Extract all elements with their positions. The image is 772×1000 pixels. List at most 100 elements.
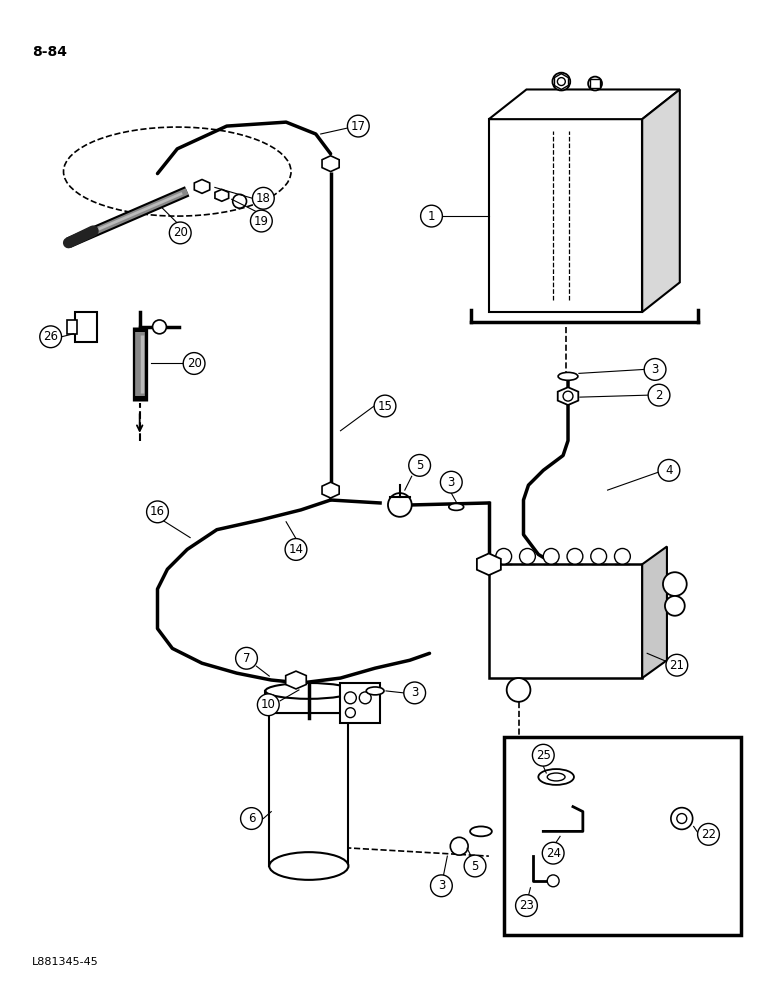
Circle shape [440,471,462,493]
Ellipse shape [547,773,565,781]
Text: 25: 25 [536,749,550,762]
Circle shape [615,548,630,564]
Circle shape [235,647,257,669]
Text: 3: 3 [411,686,418,699]
Ellipse shape [538,769,574,785]
Polygon shape [477,553,501,575]
Text: 5: 5 [472,860,479,873]
Circle shape [698,823,720,845]
Circle shape [567,548,583,564]
Circle shape [520,548,535,564]
Polygon shape [322,156,339,172]
Circle shape [648,384,670,406]
Text: 6: 6 [248,812,256,825]
Circle shape [183,353,205,374]
Text: 20: 20 [187,357,201,370]
Circle shape [553,73,571,90]
Circle shape [496,548,512,564]
Circle shape [666,654,688,676]
Text: 5: 5 [416,459,423,472]
Polygon shape [215,189,229,201]
Circle shape [464,855,486,877]
Text: 17: 17 [350,120,366,133]
Circle shape [450,837,468,855]
Ellipse shape [470,826,492,836]
Text: 3: 3 [652,363,659,376]
Bar [269,713,348,866]
Text: 3: 3 [448,476,455,489]
Text: 1: 1 [428,210,435,223]
Polygon shape [642,89,680,312]
Circle shape [542,842,564,864]
Circle shape [169,222,191,244]
Circle shape [516,895,537,916]
Text: 18: 18 [256,192,271,205]
Ellipse shape [449,503,464,510]
Text: 4: 4 [665,464,672,477]
Polygon shape [489,119,642,312]
Circle shape [677,814,687,823]
Circle shape [547,875,559,887]
Circle shape [359,692,371,704]
Circle shape [506,678,530,702]
Text: 10: 10 [261,698,276,711]
Text: 22: 22 [701,828,716,841]
Ellipse shape [366,687,384,695]
Text: 24: 24 [546,847,560,860]
Circle shape [671,808,692,829]
Circle shape [663,572,687,596]
Circle shape [285,539,306,560]
Circle shape [40,326,62,348]
Ellipse shape [266,683,352,699]
Circle shape [533,744,554,766]
Circle shape [250,210,273,232]
Bar [489,564,642,678]
Text: 19: 19 [254,215,269,228]
Circle shape [232,194,246,208]
Bar [340,683,380,723]
Text: 3: 3 [438,879,445,892]
Polygon shape [195,179,210,193]
Text: 15: 15 [378,400,392,413]
Polygon shape [286,671,306,689]
Ellipse shape [269,852,348,880]
Polygon shape [642,546,667,678]
Circle shape [408,454,431,476]
Text: L881345-45: L881345-45 [32,957,99,967]
Circle shape [591,548,607,564]
Circle shape [252,187,274,209]
Circle shape [153,320,167,334]
Text: 20: 20 [173,226,188,239]
Bar [266,691,352,713]
Circle shape [241,808,262,829]
Text: 21: 21 [669,659,684,672]
Circle shape [431,875,452,897]
Circle shape [388,493,411,517]
Circle shape [421,205,442,227]
Text: 14: 14 [289,543,303,556]
Text: 7: 7 [242,652,250,665]
Bar [503,737,741,935]
Circle shape [588,77,602,90]
Circle shape [147,501,168,523]
Circle shape [347,115,369,137]
Circle shape [345,708,355,718]
Text: 23: 23 [519,899,534,912]
Bar [67,320,77,334]
Circle shape [344,692,357,704]
Text: 2: 2 [655,389,663,402]
Ellipse shape [558,372,578,380]
Circle shape [658,459,680,481]
Polygon shape [322,482,339,498]
Circle shape [563,391,573,401]
Bar [76,312,97,342]
Circle shape [644,359,666,380]
Bar [590,79,600,88]
Text: 8-84: 8-84 [32,45,67,59]
Polygon shape [489,89,680,119]
Polygon shape [557,387,578,405]
Circle shape [557,78,565,86]
Circle shape [257,694,279,716]
Circle shape [374,395,396,417]
Text: 26: 26 [43,330,58,343]
